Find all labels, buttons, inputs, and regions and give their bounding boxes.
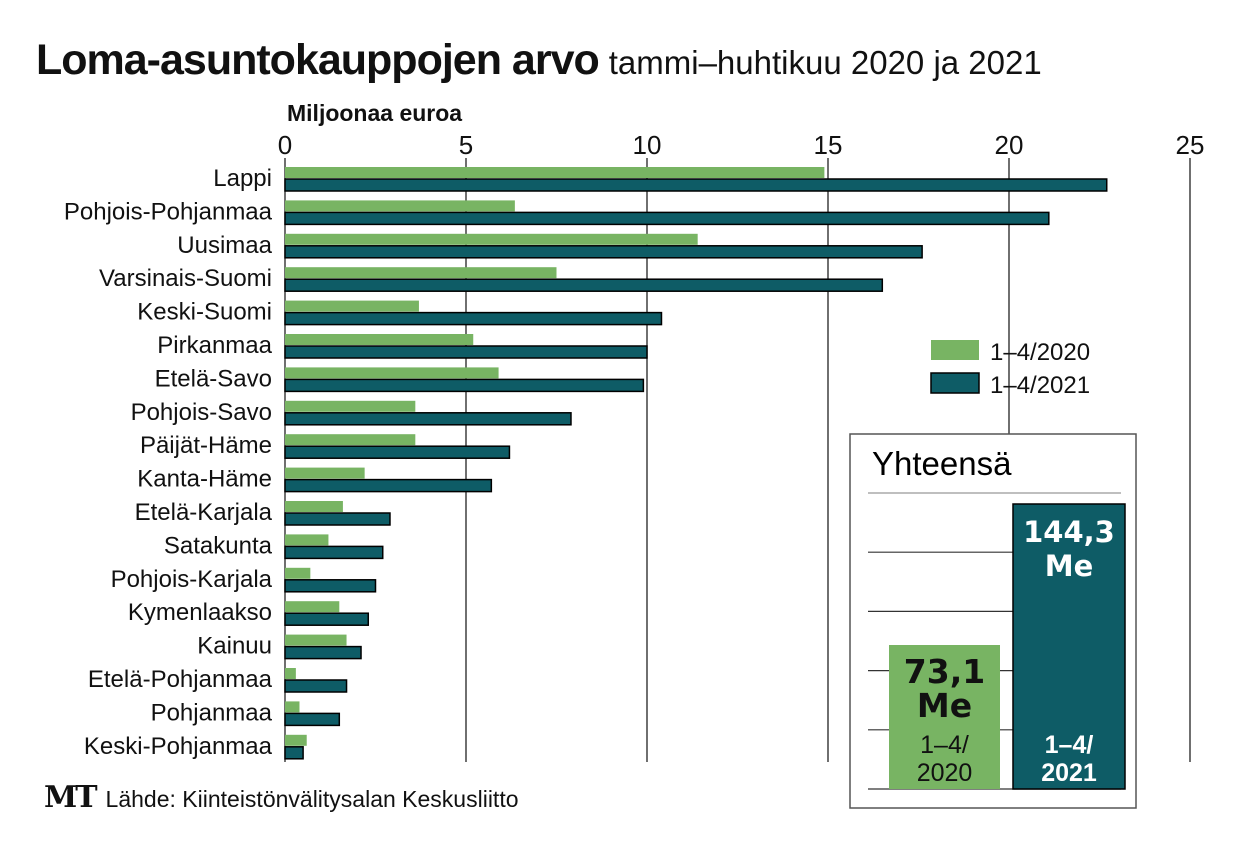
category-label: Lappi xyxy=(213,165,272,192)
bar-2020 xyxy=(285,634,347,646)
bar-2021 xyxy=(284,746,304,760)
title-main: Loma-asuntokauppojen arvo xyxy=(36,36,600,84)
category-label: Uusimaa xyxy=(177,232,272,259)
bar-2021 xyxy=(284,178,1108,192)
legend-swatch xyxy=(931,340,979,360)
bar-2020 xyxy=(285,567,311,579)
bar-2020 xyxy=(285,668,296,679)
category-label: Pohjois-Pohjanmaa xyxy=(64,198,273,225)
x-tick-label: 25 xyxy=(1176,130,1205,160)
bar-2020 xyxy=(285,601,340,613)
bar-2020 xyxy=(285,434,416,446)
inset-title: Yhteensä xyxy=(872,445,1012,482)
bar-2020 xyxy=(285,534,329,546)
bar-2020 xyxy=(285,200,515,212)
bar-2021 xyxy=(284,278,884,292)
legend-label: 1–4/2020 xyxy=(990,339,1090,366)
category-label: Pohjanmaa xyxy=(151,699,273,726)
bar-2020 xyxy=(285,701,300,713)
inset-bar-2020 xyxy=(889,645,1000,789)
inset-period-line2: 2021 xyxy=(1041,759,1097,787)
bar-2020 xyxy=(285,467,365,479)
bar-2021 xyxy=(284,245,923,259)
x-tick-label: 5 xyxy=(459,130,473,160)
category-label: Päijät-Häme xyxy=(140,432,272,459)
x-tick-label: 15 xyxy=(814,130,843,160)
category-label: Etelä-Pohjanmaa xyxy=(88,666,273,693)
category-label: Keski-Suomi xyxy=(137,299,272,326)
source-line: MT Lähde: Kiinteistönvälitysalan Keskusli… xyxy=(44,780,519,815)
inset-unit-label: Me xyxy=(917,686,972,725)
chart-title: Loma-asuntokauppojen arvo tammi–huhtikuu … xyxy=(36,36,1042,85)
category-label: Keski-Pohjanmaa xyxy=(84,733,273,760)
category-label: Pohjois-Savo xyxy=(131,399,272,426)
category-label: Etelä-Savo xyxy=(155,365,272,392)
category-label: Satakunta xyxy=(164,532,273,559)
inset-value-label: 144,3 xyxy=(1023,515,1115,549)
bar-2021 xyxy=(284,311,663,326)
bar-2020 xyxy=(285,300,419,312)
bar-2021 xyxy=(284,478,493,493)
bar-2021 xyxy=(284,579,377,593)
category-label: Pirkanmaa xyxy=(157,332,272,359)
bar-2021 xyxy=(284,211,1050,226)
bar-2021 xyxy=(284,345,648,359)
category-label: Pohjois-Karjala xyxy=(111,566,273,593)
bar-2020 xyxy=(285,167,825,178)
category-label: Varsinais-Suomi xyxy=(99,265,272,292)
category-label: Kymenlaakso xyxy=(128,599,272,626)
bar-2021 xyxy=(284,412,572,426)
category-label: Etelä-Karjala xyxy=(135,499,273,526)
inset-period-line1: 1–4/ xyxy=(920,731,969,759)
category-label: Kainuu xyxy=(197,633,272,660)
category-label: Kanta-Häme xyxy=(137,466,272,493)
bar-2020 xyxy=(285,501,343,512)
x-tick-label: 20 xyxy=(995,130,1024,160)
bar-2021 xyxy=(284,645,362,660)
bar-2021 xyxy=(284,545,384,560)
bar-2021 xyxy=(284,512,391,526)
inset-period-line1: 1–4/ xyxy=(1045,731,1094,759)
bar-2020 xyxy=(285,334,474,345)
bar-2021 xyxy=(284,612,370,626)
bar-2021 xyxy=(284,445,511,459)
bar-2020 xyxy=(285,233,698,245)
legend-swatch xyxy=(930,372,980,394)
source-text: Lähde: Kiinteistönvälitysalan Keskusliit… xyxy=(105,786,519,812)
mt-logo: MT xyxy=(44,780,98,815)
inset-bar-2021 xyxy=(1012,503,1126,790)
bar-2020 xyxy=(285,400,416,412)
bar-2020 xyxy=(285,734,307,746)
bar-2020 xyxy=(285,367,499,379)
bar-2021 xyxy=(284,712,341,727)
title-subtitle: tammi–huhtikuu 2020 ja 2021 xyxy=(608,44,1042,81)
x-tick-label: 0 xyxy=(278,130,292,160)
x-axis-label: Miljoonaa euroa xyxy=(287,100,463,126)
inset-value-label: 73,1 xyxy=(904,652,985,691)
x-tick-label: 10 xyxy=(633,130,662,160)
legend-label: 1–4/2021 xyxy=(990,372,1090,399)
bar-2020 xyxy=(285,267,557,279)
bar-2021 xyxy=(284,679,348,693)
bar-2021 xyxy=(284,378,645,393)
inset-unit-label: Me xyxy=(1045,549,1094,583)
inset-period-line2: 2020 xyxy=(917,759,973,787)
